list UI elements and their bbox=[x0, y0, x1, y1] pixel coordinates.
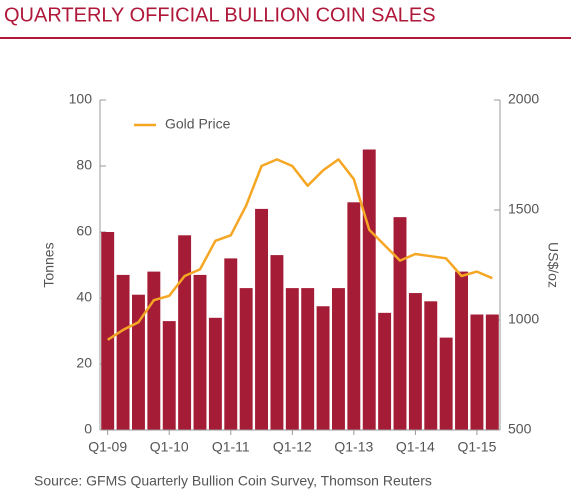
bar bbox=[162, 321, 176, 430]
bar bbox=[424, 301, 438, 430]
x-tick-label: Q1-14 bbox=[396, 439, 435, 455]
x-tick-label: Q1-13 bbox=[334, 439, 373, 455]
bar bbox=[193, 274, 207, 430]
y-tick-label: 80 bbox=[76, 157, 92, 173]
bar bbox=[132, 294, 145, 430]
bar bbox=[455, 271, 468, 430]
line-series bbox=[107, 158, 493, 341]
bar bbox=[224, 258, 238, 430]
bar bbox=[239, 288, 253, 430]
x-tick-label: Q1-15 bbox=[457, 439, 496, 455]
x-tick-label: Q1-09 bbox=[88, 439, 127, 455]
bar bbox=[470, 314, 484, 430]
y-tick-label: 40 bbox=[76, 289, 92, 305]
y-tick-label: 100 bbox=[69, 91, 93, 107]
y2-tick-label: 1000 bbox=[508, 311, 539, 327]
chart-title: QUARTERLY OFFICIAL BULLION COIN SALES bbox=[4, 4, 436, 26]
bar bbox=[393, 217, 407, 430]
y-axis-label: Tonnes bbox=[41, 242, 57, 287]
bar bbox=[485, 314, 499, 430]
y-tick-label: 60 bbox=[76, 223, 92, 239]
bar bbox=[362, 149, 376, 430]
bar bbox=[408, 293, 422, 430]
bar bbox=[116, 274, 130, 430]
source-note: Source: GFMS Quarterly Bullion Coin Surv… bbox=[34, 473, 432, 489]
bar bbox=[378, 312, 392, 430]
x-tick-label: Q1-12 bbox=[273, 439, 312, 455]
bar bbox=[347, 202, 361, 430]
y2-tick-label: 2000 bbox=[508, 91, 539, 107]
bar bbox=[255, 208, 268, 430]
bar bbox=[147, 271, 161, 430]
bar bbox=[208, 317, 222, 430]
bar bbox=[316, 306, 330, 430]
bar bbox=[285, 288, 299, 430]
y-tick-label: 0 bbox=[84, 421, 92, 437]
bar bbox=[332, 288, 345, 430]
y2-tick-label: 1500 bbox=[508, 201, 539, 217]
bar bbox=[270, 255, 284, 430]
y2-tick-label: 500 bbox=[508, 421, 532, 437]
bar bbox=[101, 232, 115, 430]
bar bbox=[178, 235, 192, 430]
bar bbox=[439, 337, 453, 430]
x-tick-label: Q1-11 bbox=[212, 439, 250, 455]
y2-axis-label: US$/oz bbox=[545, 242, 561, 288]
y-tick-label: 20 bbox=[76, 355, 92, 371]
bar bbox=[301, 288, 315, 430]
legend-label: Gold Price bbox=[165, 116, 231, 132]
x-tick-label: Q1-10 bbox=[150, 439, 189, 455]
